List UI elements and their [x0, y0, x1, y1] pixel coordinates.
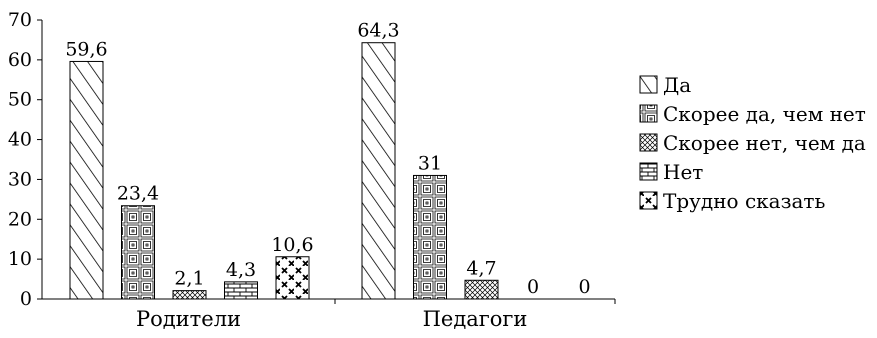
- bars-group: [69, 42, 499, 300]
- y-tick-label: 50: [8, 89, 32, 111]
- y-tick-label: 70: [8, 9, 32, 31]
- legend-label: Скорее нет, чем да: [663, 131, 866, 155]
- data-label: 0: [578, 276, 590, 298]
- legend-label: Нет: [663, 160, 703, 184]
- data-label: 4,7: [466, 257, 496, 279]
- category-label: Педагоги: [423, 307, 528, 331]
- data-label: 4,3: [226, 259, 256, 281]
- bar-diagonal: [361, 42, 396, 300]
- bar-crosshatch: [172, 290, 207, 300]
- bar-diagonal: [69, 60, 104, 300]
- bar-xmarks: [275, 256, 310, 300]
- bar-squares: [121, 205, 155, 300]
- value-labels-group: 59,6 23,4 2,1 4,3 10,6 64,3 31 4,7 0 0: [65, 20, 590, 298]
- legend-label: Скорее да, чем нет: [663, 102, 866, 126]
- y-tick-label: 20: [8, 208, 32, 230]
- x-axis: Родители Педагоги: [42, 298, 616, 331]
- y-tick-label: 10: [8, 248, 32, 270]
- legend-label: Да: [663, 73, 691, 97]
- y-tick-label: 0: [20, 288, 32, 310]
- legend-swatch-brick: [639, 162, 658, 181]
- y-tick-label: 30: [8, 168, 32, 190]
- category-label: Родители: [136, 307, 241, 331]
- bar-brick: [224, 281, 258, 300]
- y-tick-label: 40: [8, 129, 32, 151]
- legend-swatch-squares: [639, 104, 658, 123]
- bar-squares: [413, 174, 447, 300]
- data-label: 2,1: [174, 268, 204, 290]
- legend-label: Трудно сказать: [663, 189, 825, 213]
- legend-swatch-crosshatch: [639, 133, 658, 152]
- data-label: 64,3: [357, 20, 399, 42]
- legend: Да Скорее да, чем нет Скорее нет, чем да Не…: [639, 73, 866, 213]
- legend-swatch-xmarks: [639, 191, 658, 210]
- data-label: 31: [418, 152, 442, 174]
- y-tick-label: 60: [8, 49, 32, 71]
- bar-crosshatch: [464, 279, 499, 300]
- data-label: 23,4: [117, 183, 159, 205]
- data-label: 0: [527, 276, 539, 298]
- data-label: 10,6: [271, 234, 313, 256]
- legend-swatch-diagonal: [639, 75, 658, 94]
- data-label: 59,6: [65, 38, 107, 60]
- y-axis: 0 10 20 30 40 50 60 70: [8, 9, 43, 310]
